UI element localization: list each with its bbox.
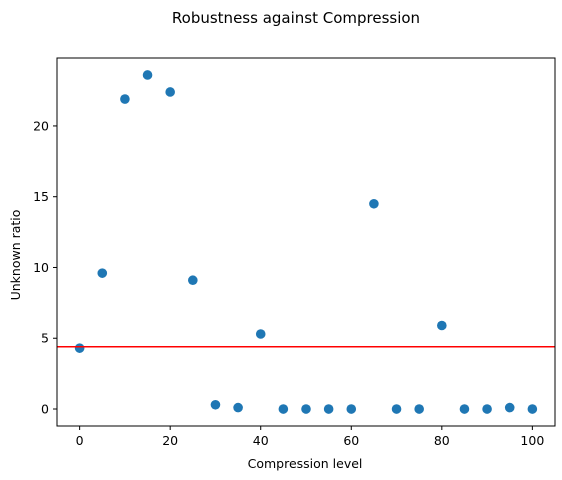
axes-frame [56,57,556,427]
y-tick-label: 10 [33,260,49,275]
data-point [188,275,198,286]
data-point [369,198,379,209]
data-point [97,268,108,278]
data-point [278,404,289,414]
x-tick-label: 80 [434,433,450,448]
data-point [301,404,311,414]
y-tick-label: 15 [33,189,49,204]
data-point [527,404,538,414]
x-tick-label: 40 [253,433,269,448]
data-point [255,329,266,339]
y-axis-title: Unknown ratio [8,210,23,301]
data-point [346,404,357,414]
x-axis-title: Compression level [248,456,363,471]
data-point [391,404,402,414]
data-point [74,343,85,353]
x-tick-label: 0 [76,433,84,448]
data-point [165,87,175,97]
x-tick-label: 60 [343,433,359,448]
data-point [482,404,492,414]
data-point [414,404,424,414]
data-point [233,402,243,413]
x-tick-label: 100 [520,433,544,448]
data-point [323,404,334,414]
data-point [504,402,515,413]
plot-area: 0 20 40 60 80 100 0 5 10 15 20 [33,57,556,448]
data-point [142,70,153,80]
y-tick-label: 20 [33,118,49,133]
data-point [459,404,470,414]
y-tick-label: 0 [41,402,49,417]
y-tick-label: 5 [41,331,49,346]
x-tick-label: 20 [162,433,178,448]
data-point [210,399,221,410]
chart-title: Robustness against Compression [172,9,420,27]
data-point [120,94,130,104]
data-point [437,320,447,331]
